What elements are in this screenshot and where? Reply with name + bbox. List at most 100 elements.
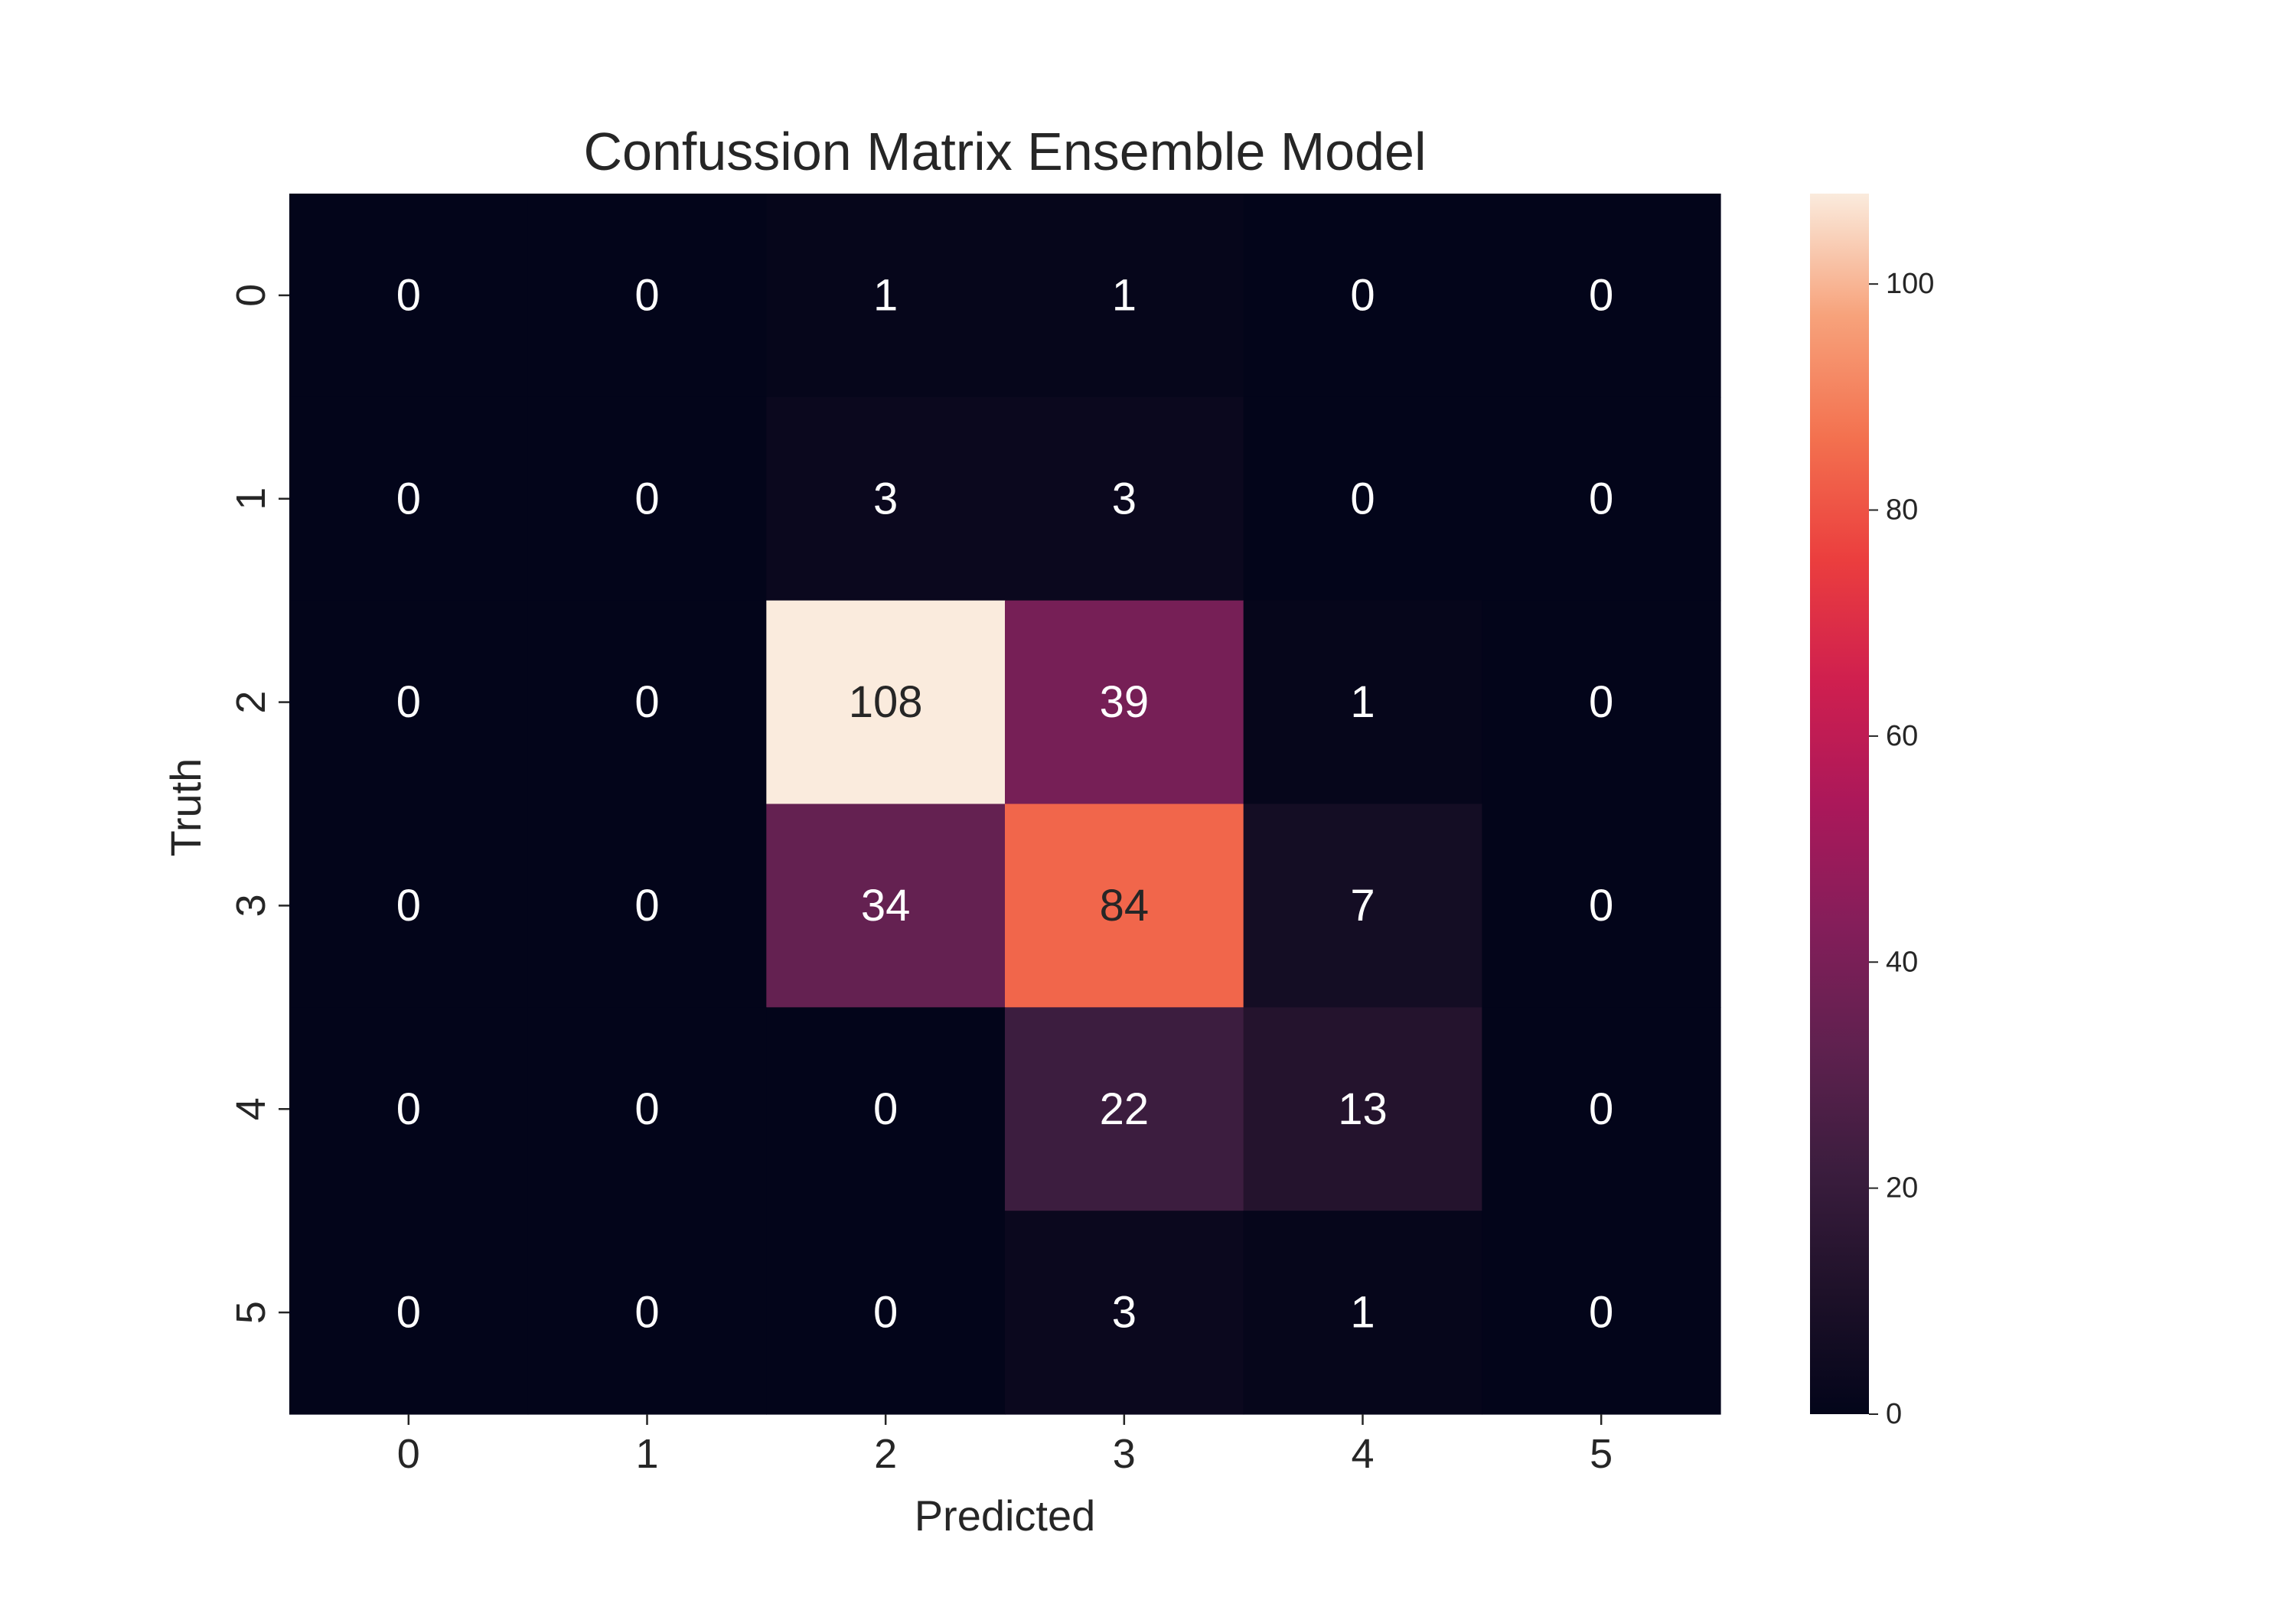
cell-value-label: 84 <box>1100 881 1150 931</box>
cell-value-label: 0 <box>396 270 421 320</box>
heatmap-cell <box>527 1007 767 1211</box>
heatmap-cell <box>289 804 529 1008</box>
heatmap-cell <box>527 600 767 805</box>
heatmap-cell <box>766 804 1006 1008</box>
cell-value-label: 39 <box>1100 677 1150 727</box>
heatmap-cells <box>289 194 1721 1415</box>
y-tick-label: 3 <box>228 894 274 917</box>
colorbar <box>1810 194 1869 1414</box>
cell-value-label: 34 <box>861 881 911 931</box>
y-tick-label: 1 <box>228 487 274 510</box>
heatmap-cell <box>1482 804 1721 1008</box>
cell-value-label: 3 <box>1112 1288 1137 1338</box>
x-tick-label: 2 <box>874 1431 897 1477</box>
heatmap-cell <box>1482 600 1721 805</box>
heatmap-cell <box>766 194 1006 398</box>
cell-value-label: 7 <box>1350 881 1375 931</box>
colorbar-tick-label: 80 <box>1886 494 1918 526</box>
x-axis-label: Predicted <box>915 1491 1096 1540</box>
heatmap-cell <box>766 1211 1006 1415</box>
heatmap-cell <box>1005 1211 1244 1415</box>
colorbar-tick-label: 40 <box>1886 946 1918 978</box>
cell-value-label: 0 <box>1589 1288 1613 1338</box>
colorbar-ticks: 0 20 40 60 80 100 <box>1869 268 1934 1430</box>
cell-value-label: 3 <box>1112 474 1137 523</box>
x-tick-label: 3 <box>1113 1431 1136 1477</box>
x-axis-ticks: 0 1 2 3 4 5 <box>397 1414 1613 1477</box>
x-tick-label: 0 <box>397 1431 420 1477</box>
y-axis-ticks: 0 1 2 3 4 5 <box>228 284 289 1324</box>
colorbar-tick-label: 60 <box>1886 720 1918 752</box>
cell-value-label: 0 <box>396 474 421 523</box>
heatmap-cell <box>1482 1007 1721 1211</box>
heatmap-cell <box>1005 396 1244 601</box>
x-tick-label: 5 <box>1590 1431 1613 1477</box>
heatmap-cell <box>527 804 767 1008</box>
cell-value-label: 0 <box>634 881 659 931</box>
chart-title: Confussion Matrix Ensemble Model <box>583 122 1426 181</box>
cell-value-label: 0 <box>1350 474 1375 523</box>
heatmap-cell <box>1005 1007 1244 1211</box>
cell-value-label: 0 <box>873 1084 898 1134</box>
heatmap-cell <box>1005 600 1244 805</box>
cell-value-label: 3 <box>873 474 898 523</box>
heatmap-cell <box>527 1211 767 1415</box>
cell-value-label: 1 <box>1350 677 1375 727</box>
cell-value-label: 13 <box>1338 1084 1388 1134</box>
cell-value-label: 0 <box>1589 270 1613 320</box>
colorbar-tick-label: 100 <box>1886 268 1934 300</box>
cell-value-label: 0 <box>396 677 421 727</box>
cell-value-label: 108 <box>849 677 923 727</box>
cell-value-label: 0 <box>1589 881 1613 931</box>
heatmap-cell <box>766 1007 1006 1211</box>
heatmap-cell <box>766 600 1006 805</box>
x-tick-label: 4 <box>1351 1431 1374 1477</box>
cell-value-label: 0 <box>873 1288 898 1338</box>
heatmap-cell <box>1243 1211 1482 1415</box>
heatmap-cell <box>289 396 529 601</box>
cell-value-label: 0 <box>634 677 659 727</box>
x-tick-label: 1 <box>635 1431 658 1477</box>
heatmap-cell <box>289 194 529 398</box>
cell-value-label: 1 <box>1112 270 1137 320</box>
cell-value-label: 0 <box>634 474 659 523</box>
cell-value-label: 1 <box>1350 1288 1375 1338</box>
heatmap-cell <box>527 396 767 601</box>
cell-value-label: 0 <box>1350 270 1375 320</box>
heatmap-cell <box>1243 194 1482 398</box>
heatmap-cell <box>1005 804 1244 1008</box>
cell-value-label: 0 <box>396 881 421 931</box>
y-axis-label: Truth <box>161 758 210 857</box>
heatmap-cell <box>1243 600 1482 805</box>
heatmap-cell <box>1243 396 1482 601</box>
cell-value-label: 0 <box>396 1288 421 1338</box>
y-tick-label: 5 <box>228 1301 274 1324</box>
heatmap-cell <box>1482 396 1721 601</box>
y-tick-label: 0 <box>228 284 274 307</box>
y-tick-label: 4 <box>228 1097 274 1120</box>
cell-value-label: 1 <box>873 270 898 320</box>
heatmap-cell <box>766 396 1006 601</box>
heatmap-cell <box>1482 194 1721 398</box>
colorbar-tick-label: 20 <box>1886 1172 1918 1204</box>
heatmap-cell <box>289 600 529 805</box>
heatmap-cell <box>1482 1211 1721 1415</box>
cell-labels: 0 0 1 1 0 00 0 3 3 0 00 0 108 39 1 00 0 34 84 7 00 0 0 22 13 00 0 0… <box>396 270 1614 1337</box>
heatmap-cell <box>1243 1007 1482 1211</box>
heatmap-cell <box>289 1211 529 1415</box>
cell-value-label: 0 <box>634 270 659 320</box>
y-tick-label: 2 <box>228 691 274 714</box>
colorbar-tick-label: 0 <box>1886 1398 1902 1430</box>
cell-value-label: 0 <box>1589 1084 1613 1134</box>
heatmap-cell <box>289 1007 529 1211</box>
cell-value-label: 0 <box>1589 677 1613 727</box>
heatmap-cell <box>527 194 767 398</box>
cell-value-label: 22 <box>1100 1084 1150 1134</box>
cell-value-label: 0 <box>634 1288 659 1338</box>
cell-value-label: 0 <box>1589 474 1613 523</box>
heatmap-cell <box>1005 194 1244 398</box>
cell-value-label: 0 <box>634 1084 659 1134</box>
heatmap-cell <box>1243 804 1482 1008</box>
cell-value-label: 0 <box>396 1084 421 1134</box>
